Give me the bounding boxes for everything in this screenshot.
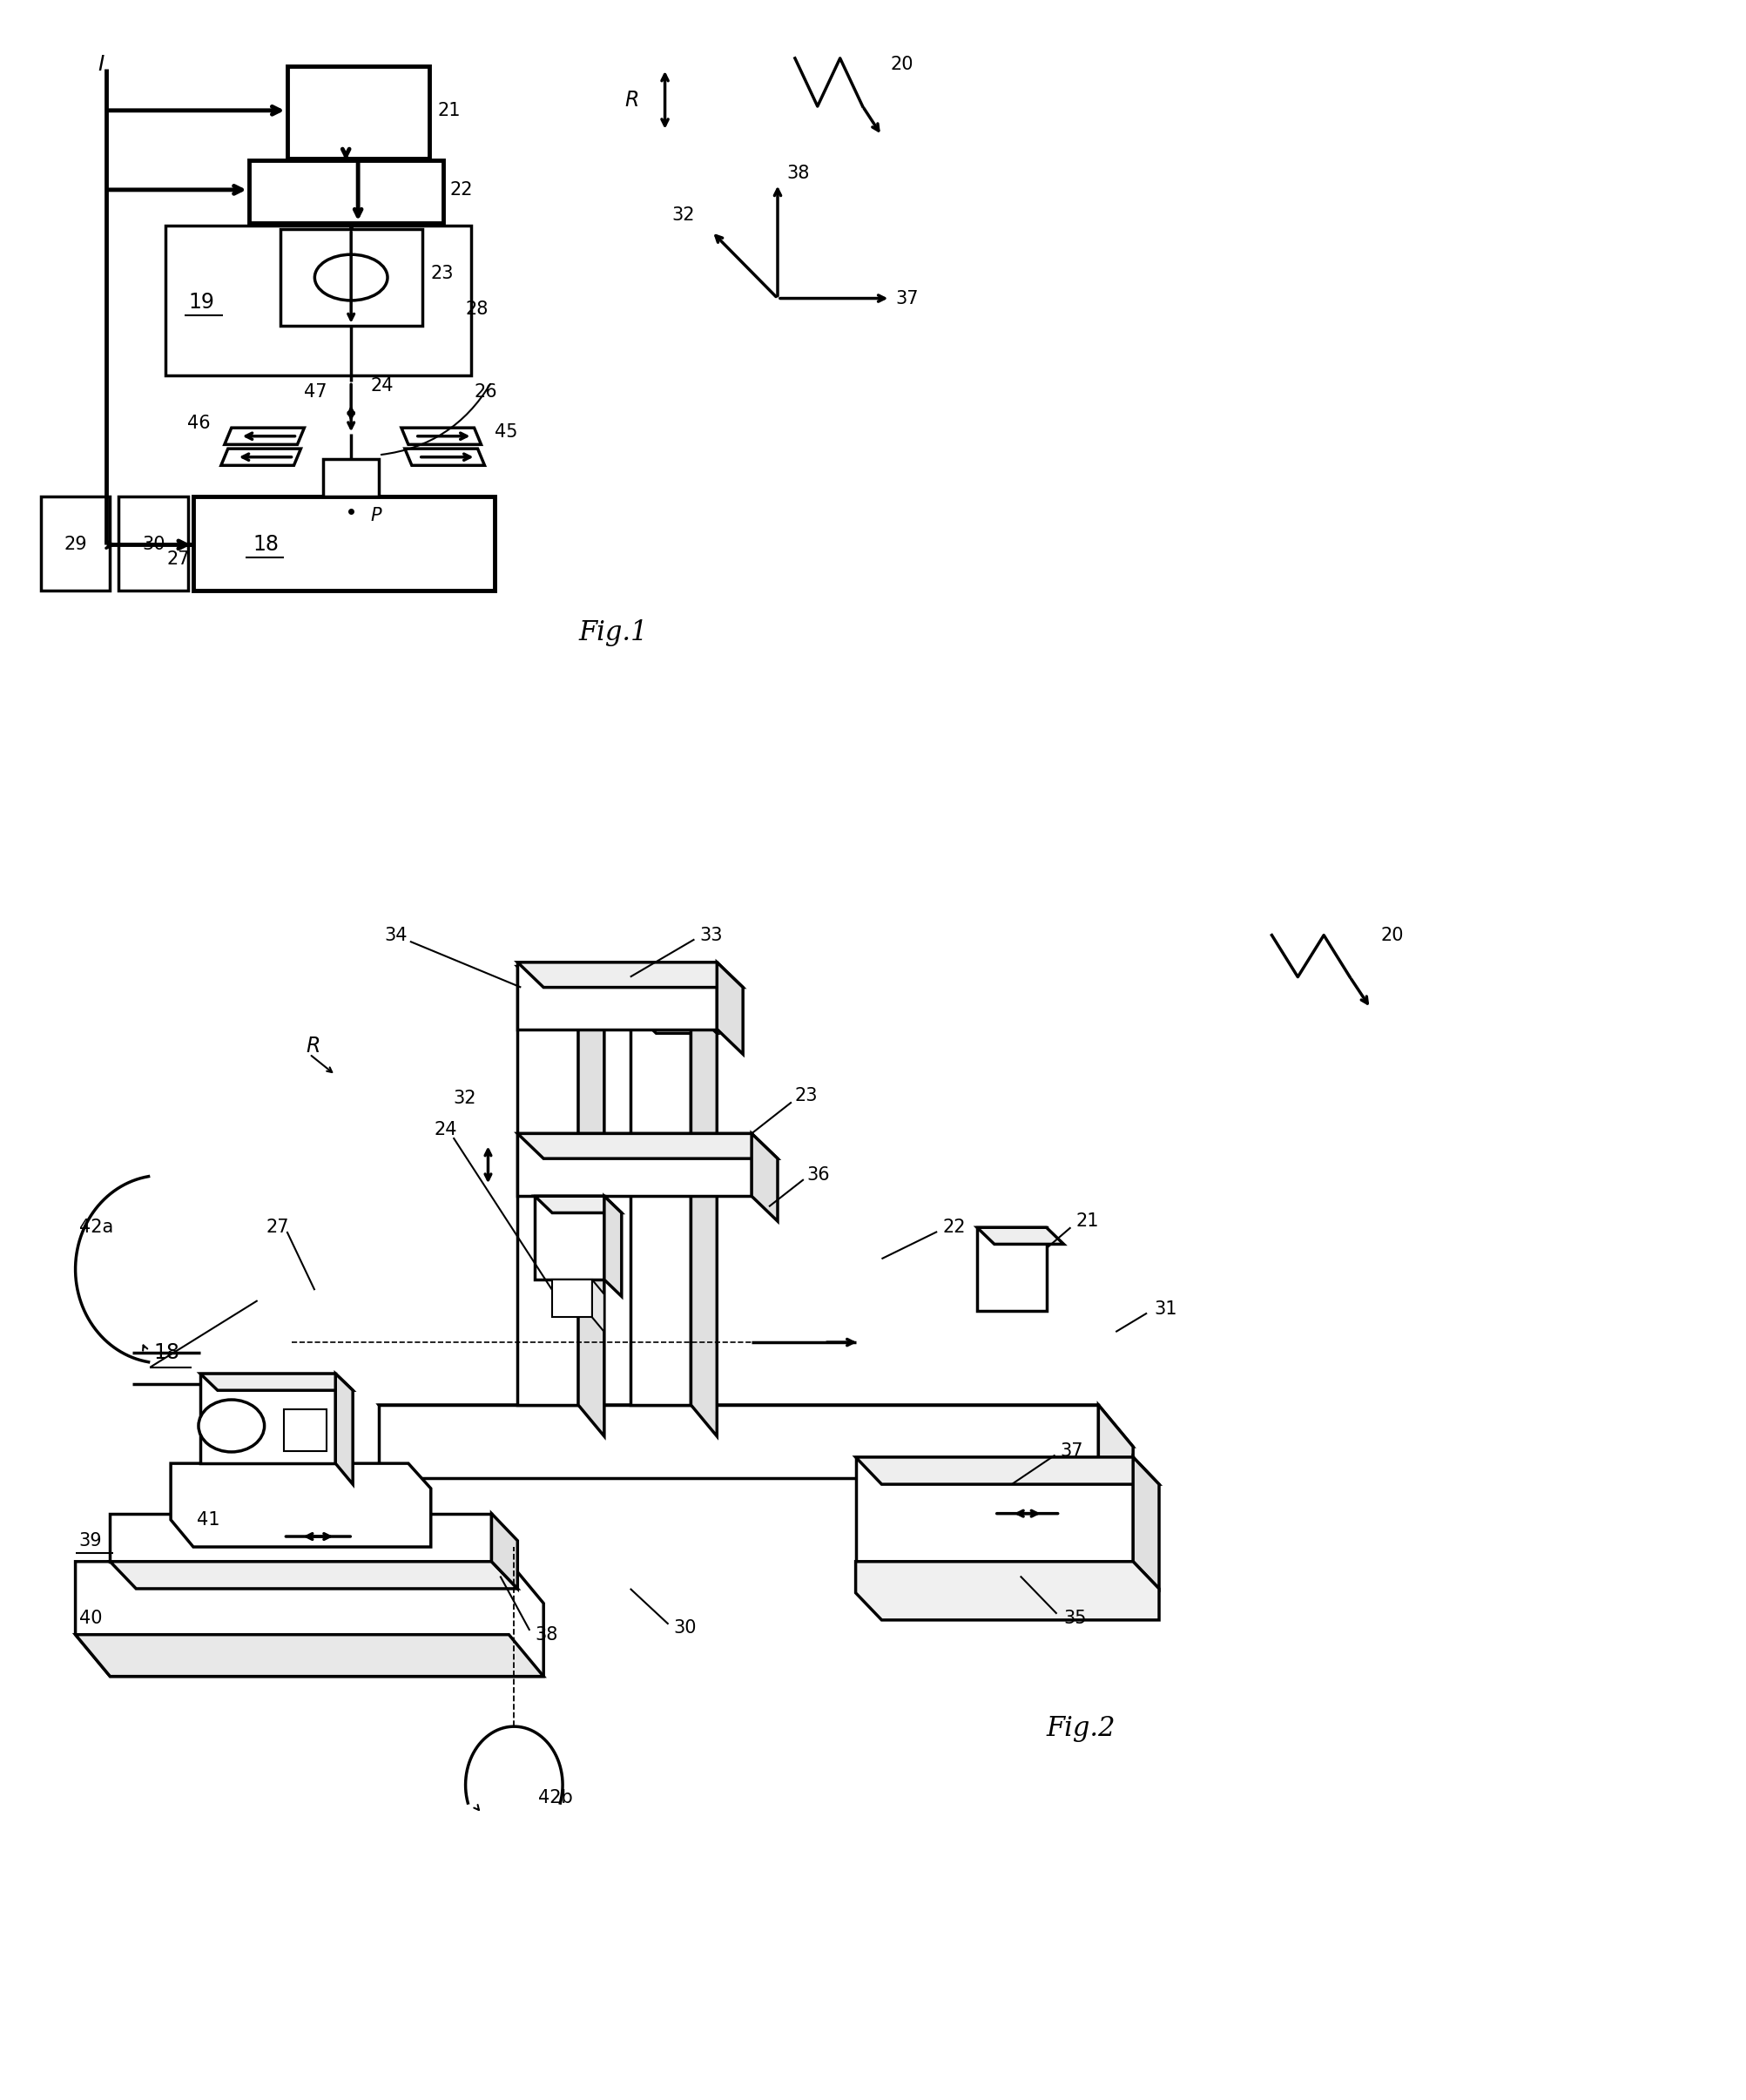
Text: 29: 29: [65, 536, 87, 554]
Text: 34: 34: [384, 926, 407, 943]
Polygon shape: [1098, 1405, 1133, 1520]
Text: 38: 38: [786, 164, 810, 183]
Text: Fig.1: Fig.1: [578, 620, 648, 647]
Polygon shape: [517, 962, 718, 1029]
Ellipse shape: [314, 254, 388, 300]
Bar: [119, 498, 189, 590]
Polygon shape: [718, 962, 744, 1054]
Polygon shape: [856, 1562, 1159, 1619]
Text: 30: 30: [674, 1619, 697, 1638]
Polygon shape: [225, 428, 304, 445]
Polygon shape: [283, 1409, 327, 1451]
Text: 20: 20: [1381, 926, 1404, 943]
Polygon shape: [222, 449, 300, 466]
Polygon shape: [856, 1457, 1159, 1485]
Polygon shape: [578, 966, 604, 1436]
Text: 30: 30: [141, 536, 164, 554]
Text: 40: 40: [79, 1609, 101, 1628]
Text: 20: 20: [890, 57, 913, 74]
Polygon shape: [517, 966, 578, 1405]
Text: I: I: [98, 55, 105, 76]
Text: 28: 28: [466, 300, 489, 317]
Polygon shape: [405, 449, 485, 466]
Text: 32: 32: [454, 1090, 477, 1107]
Polygon shape: [379, 1405, 1098, 1478]
Polygon shape: [75, 1562, 543, 1676]
Polygon shape: [201, 1373, 353, 1390]
Polygon shape: [335, 1373, 353, 1485]
Text: 42b: 42b: [538, 1789, 573, 1806]
Polygon shape: [604, 1197, 622, 1296]
Bar: [40, 498, 110, 590]
Text: 42a: 42a: [79, 1218, 113, 1237]
Text: 35: 35: [1063, 1609, 1086, 1628]
Polygon shape: [402, 428, 482, 445]
Text: R: R: [625, 90, 639, 111]
Text: 19: 19: [189, 292, 215, 313]
Polygon shape: [592, 1279, 604, 1331]
Text: 31: 31: [1154, 1300, 1177, 1317]
Text: 22: 22: [450, 181, 473, 200]
Text: 27: 27: [265, 1218, 290, 1237]
Polygon shape: [856, 1457, 1133, 1562]
Polygon shape: [978, 1228, 1063, 1243]
Text: 39: 39: [79, 1531, 101, 1550]
Text: 21: 21: [438, 101, 461, 120]
Text: 45: 45: [496, 424, 519, 441]
Text: 37: 37: [896, 290, 918, 307]
Bar: [194, 498, 496, 590]
Bar: [286, 67, 430, 158]
Polygon shape: [201, 1373, 335, 1464]
Polygon shape: [517, 962, 744, 987]
Text: 21: 21: [1076, 1212, 1098, 1231]
Polygon shape: [691, 1008, 718, 1436]
Polygon shape: [110, 1562, 517, 1590]
Polygon shape: [552, 1279, 592, 1317]
Text: 18: 18: [253, 533, 279, 554]
Text: 24: 24: [370, 378, 393, 395]
Text: 47: 47: [304, 384, 327, 401]
Polygon shape: [171, 1464, 431, 1548]
Polygon shape: [630, 1008, 691, 1405]
Polygon shape: [379, 1405, 1133, 1447]
Text: 41: 41: [197, 1512, 220, 1529]
Bar: [323, 460, 379, 498]
Polygon shape: [517, 966, 604, 991]
Text: 23: 23: [431, 265, 454, 281]
Polygon shape: [534, 1197, 622, 1214]
Text: 22: 22: [943, 1218, 966, 1237]
Bar: [166, 225, 471, 376]
Text: Fig.2: Fig.2: [1046, 1716, 1116, 1743]
Polygon shape: [517, 1134, 777, 1159]
Text: 36: 36: [807, 1168, 831, 1184]
Polygon shape: [630, 1008, 718, 1033]
Bar: [248, 160, 443, 223]
Text: 26: 26: [475, 384, 498, 401]
Polygon shape: [110, 1514, 492, 1562]
Text: 37: 37: [1060, 1443, 1083, 1460]
Text: R: R: [306, 1035, 320, 1056]
Polygon shape: [751, 1134, 777, 1222]
Text: 18: 18: [154, 1342, 180, 1363]
Polygon shape: [492, 1514, 517, 1590]
Bar: [279, 229, 423, 326]
Text: 27: 27: [168, 550, 190, 569]
Polygon shape: [1133, 1457, 1159, 1590]
Text: P: P: [370, 506, 381, 525]
Text: 46: 46: [187, 416, 211, 433]
Ellipse shape: [199, 1401, 264, 1451]
Text: 33: 33: [700, 926, 723, 943]
Text: 23: 23: [794, 1088, 819, 1105]
Polygon shape: [978, 1228, 1046, 1310]
Text: 32: 32: [670, 206, 695, 223]
Polygon shape: [534, 1197, 604, 1279]
Text: 38: 38: [534, 1625, 559, 1644]
Polygon shape: [75, 1634, 543, 1676]
Polygon shape: [517, 1134, 751, 1197]
Text: 24: 24: [435, 1121, 457, 1138]
